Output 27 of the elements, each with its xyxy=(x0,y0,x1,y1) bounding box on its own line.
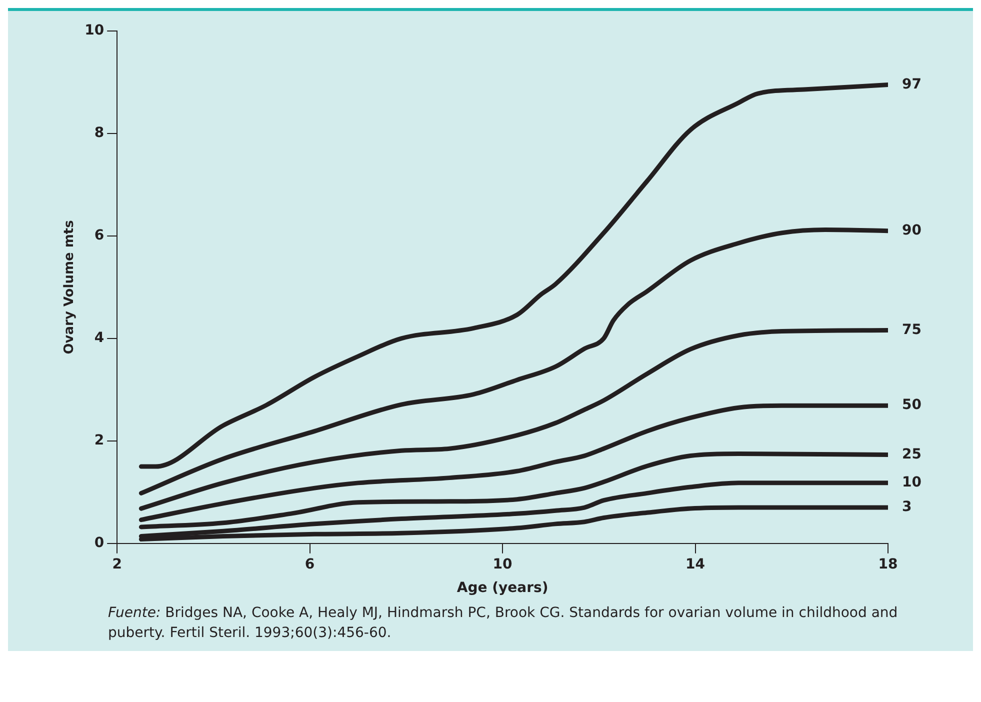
x-axis-title: Age (years) xyxy=(456,580,548,596)
x-tick-label: 14 xyxy=(686,556,706,572)
y-tick-label: 8 xyxy=(94,125,104,142)
series-label: 75 xyxy=(902,322,922,338)
line-series xyxy=(138,480,888,538)
y-tick-label: 10 xyxy=(84,22,104,39)
y-tick-label: 0 xyxy=(94,535,104,552)
series-label: 3 xyxy=(902,499,912,516)
y-axis-title: Ovary Volume mts xyxy=(62,220,78,354)
y-tick-label: 4 xyxy=(94,330,104,346)
series-label: 25 xyxy=(902,446,922,462)
series-label: 50 xyxy=(902,397,922,414)
line-series xyxy=(138,228,888,496)
y-tick-label: 6 xyxy=(94,228,104,244)
series-label: 10 xyxy=(902,474,922,491)
x-tick-label: 2 xyxy=(112,556,122,572)
x-tick-label: 18 xyxy=(878,556,898,572)
y-tick-label: 2 xyxy=(94,432,104,449)
series-label: 90 xyxy=(902,222,922,238)
line-series xyxy=(138,403,888,522)
source-note: Fuente: Bridges NA, Cooke A, Healy MJ, Hindmarsh PC, Brook CG. Standards for ovarian volume in childhood and puberty. Fertil Steril. 1993;60(3):456-60. xyxy=(107,604,899,643)
x-tick-label: 10 xyxy=(492,556,513,572)
line-series xyxy=(138,328,888,511)
x-tick-label: 6 xyxy=(304,556,315,572)
line-series xyxy=(138,82,888,469)
line-series xyxy=(138,451,888,530)
series-label: 97 xyxy=(902,76,922,92)
